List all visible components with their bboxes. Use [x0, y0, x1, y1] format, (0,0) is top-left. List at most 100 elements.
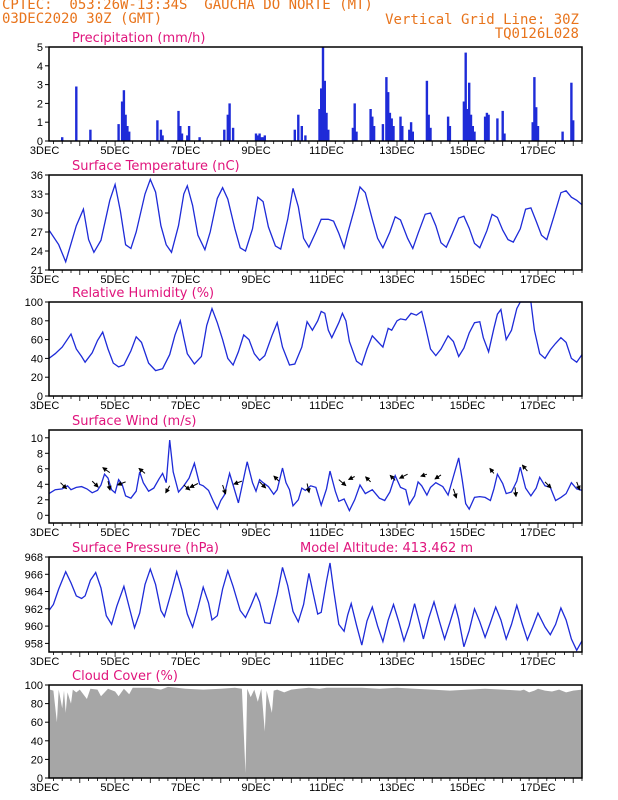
precip-bar: [351, 127, 355, 141]
precip-bar: [187, 126, 191, 141]
x-tick-label: 17DEC: [520, 145, 556, 157]
precip-bar: [124, 114, 127, 141]
precip-bar: [226, 114, 229, 141]
wind-arrow: [544, 481, 552, 489]
panel-precip: 0 1 2 3 4 5 3DEC 5DEC 7DEC 9DEC 11DEC 13DEC 15DEC 17D…: [30, 31, 583, 157]
x-tick-label: 7DEC: [171, 782, 200, 794]
wind-arrow: [434, 474, 442, 480]
x-tick-label: 11DEC: [309, 145, 344, 157]
x-tick-label: 11DEC: [309, 274, 344, 286]
precip-bar: [261, 137, 265, 141]
panel-frame: [48, 301, 583, 397]
y-tick-label: 0: [37, 510, 43, 522]
panel-frame: [48, 684, 583, 779]
precip-bar: [468, 82, 471, 141]
precip-bar: [320, 88, 323, 141]
wind-arrow: [365, 476, 371, 483]
wind-arrow: [489, 467, 495, 474]
precip-bar: [385, 77, 388, 141]
y-tick-label: 6: [37, 464, 43, 476]
precip-bar: [180, 133, 184, 141]
y-tick-label: 8: [37, 448, 43, 460]
y-tick-label: 0: [37, 136, 43, 148]
precip-bar: [399, 116, 402, 141]
wind-arrow: [398, 473, 408, 479]
precip-bar: [469, 114, 473, 141]
y-tick-label: 100: [25, 680, 43, 692]
x-tick-label: 5DEC: [100, 274, 129, 286]
y-tick-label: 968: [25, 552, 43, 564]
x-tick-label: 15DEC: [450, 145, 486, 157]
y-tick-label: 958: [25, 638, 43, 650]
precip-bar: [177, 110, 180, 141]
precip-bar: [390, 118, 393, 141]
precip-bar: [535, 107, 538, 141]
precip-bar: [473, 131, 476, 141]
y-tick-label: 21: [31, 265, 43, 277]
precip-bar: [321, 47, 325, 141]
x-tick-label: 3DEC: [30, 656, 59, 668]
panel-title: Surface Temperature (nC): [72, 159, 240, 174]
precip-bar: [128, 131, 131, 141]
wind-arrow: [389, 474, 396, 481]
precip-bar: [496, 118, 499, 141]
wind-arrow: [521, 464, 528, 472]
precip-bar: [466, 109, 469, 141]
x-tick-label: 15DEC: [450, 656, 486, 668]
precip-bar: [408, 129, 411, 141]
wind-arrow: [116, 481, 126, 486]
panel-title: Precipitation (mm/h): [72, 31, 205, 46]
panel-title: Relative Humidity (%): [72, 286, 214, 301]
x-tick-label: 5DEC: [100, 527, 129, 539]
precip-bar: [570, 82, 573, 141]
x-tick-label: 7DEC: [171, 274, 200, 286]
x-tick-label: 5DEC: [100, 656, 129, 668]
x-tick-label: 7DEC: [171, 145, 200, 157]
x-tick-label: 15DEC: [450, 274, 486, 286]
precip-bar: [381, 124, 385, 141]
precip-bar: [254, 133, 258, 141]
precip-bar: [161, 135, 164, 141]
precip-bar: [487, 114, 490, 141]
precip-bar: [223, 129, 226, 141]
x-tick-label: 13DEC: [379, 145, 415, 157]
y-tick-label: 1: [37, 117, 43, 129]
x-tick-label: 11DEC: [309, 782, 344, 794]
panel-frame: [48, 429, 583, 524]
precip-bar: [369, 109, 372, 141]
x-tick-label: 3DEC: [30, 145, 59, 157]
x-tick-label: 13DEC: [379, 782, 415, 794]
y-tick-label: 962: [25, 604, 43, 616]
panel-temp: 21 24 27 30 33 36 3DEC 5DEC 7DEC 9DEC 11DEC 13DEC 15…: [30, 159, 583, 286]
precip-bar: [228, 103, 231, 141]
y-tick-label: 0: [37, 773, 43, 785]
panel-rh: 0 20 40 60 80 100 3DEC 5DEC 7DEC 9DEC 11DEC 13DEC 15…: [25, 286, 583, 412]
panel-frame: [48, 556, 583, 653]
precip-bar: [388, 112, 392, 141]
precip-bar: [318, 109, 321, 141]
precip-bar: [256, 135, 259, 141]
x-tick-label: 3DEC: [30, 782, 59, 794]
wind-arrow: [233, 480, 243, 485]
y-tick-label: 60: [31, 335, 43, 347]
y-tick-label: 4: [37, 61, 43, 73]
precip-bar: [159, 129, 163, 141]
precip-bar: [462, 101, 466, 141]
wind-arrow: [259, 481, 267, 489]
precip-bar: [327, 129, 330, 141]
x-tick-label: 9DEC: [241, 145, 270, 157]
cloud-cover-area: [49, 686, 582, 778]
precip-bar: [179, 126, 182, 141]
precip-bar: [300, 126, 303, 141]
x-tick-label: 7DEC: [171, 656, 200, 668]
precip-bar: [304, 135, 307, 141]
x-tick-label: 9DEC: [241, 782, 270, 794]
y-tick-label: 20: [31, 754, 43, 766]
run-date: 03DEC2020 30Z (GMT): [2, 11, 163, 27]
panel-subtitle: Model Altitude: 413.462 m: [300, 541, 473, 556]
x-tick-label: 5DEC: [100, 782, 129, 794]
x-tick-label: 9DEC: [241, 656, 270, 668]
precip-bar: [156, 120, 159, 141]
precip-bar: [258, 133, 261, 141]
